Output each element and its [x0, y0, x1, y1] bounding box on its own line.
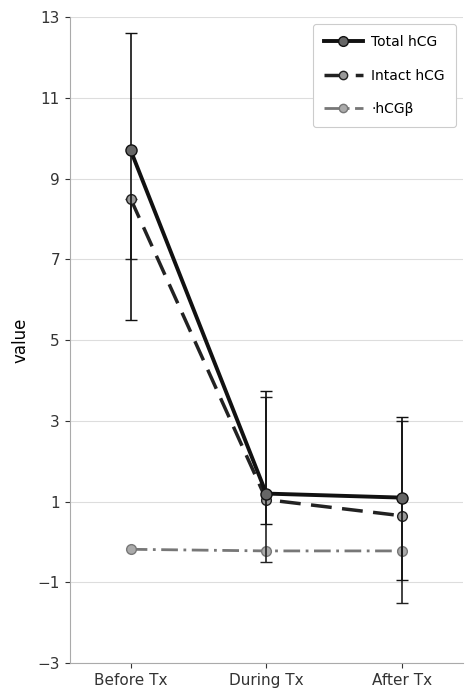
Legend: Total hCG, Intact hCG, ·hCGβ: Total hCG, Intact hCG, ·hCGβ — [313, 24, 456, 127]
Y-axis label: value: value — [11, 317, 29, 363]
